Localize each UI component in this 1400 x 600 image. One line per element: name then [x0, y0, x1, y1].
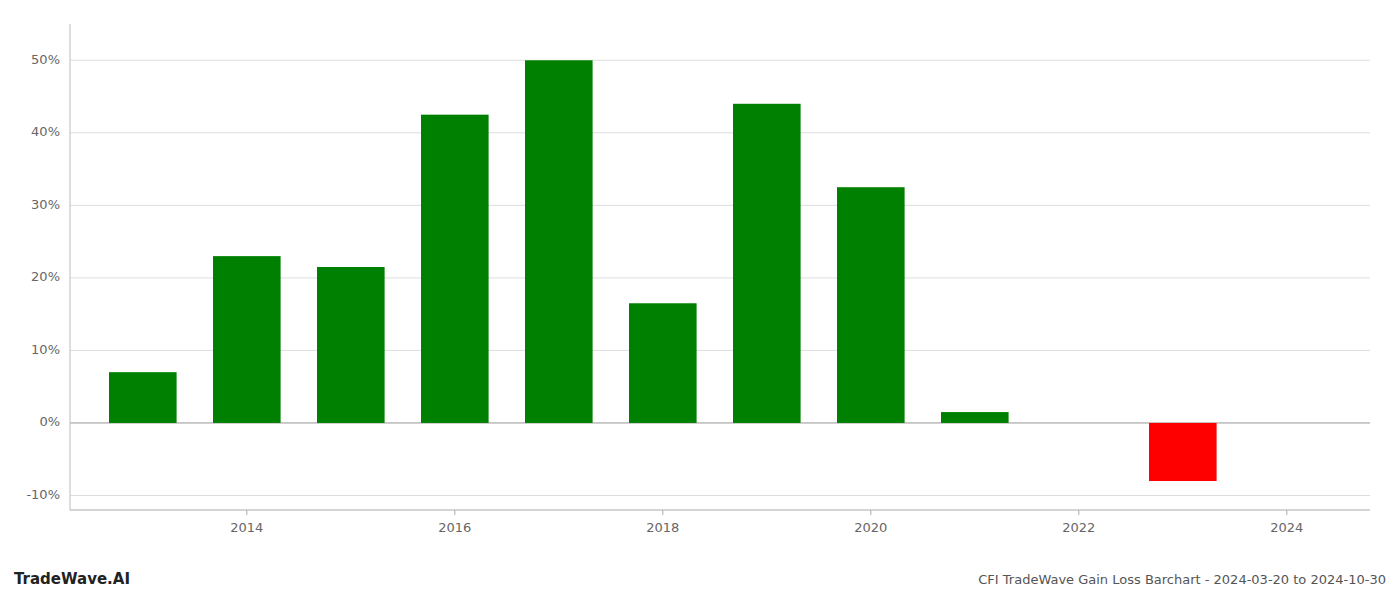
x-tick-label: 2024 — [1270, 520, 1303, 535]
x-tick-label: 2016 — [438, 520, 471, 535]
y-tick-label: 10% — [31, 342, 60, 357]
watermark: TradeWave.AI — [14, 570, 130, 588]
bar — [733, 104, 801, 423]
bar — [1149, 423, 1217, 481]
background — [0, 0, 1400, 600]
grid-line — [70, 205, 1370, 206]
x-axis-line — [70, 510, 1370, 511]
y-grid — [70, 60, 1370, 495]
y-tick-label: 50% — [31, 52, 60, 67]
x-tick-label: 2014 — [230, 520, 263, 535]
bar — [109, 372, 177, 423]
y-tick-label: 20% — [31, 269, 60, 284]
x-tick — [1078, 510, 1079, 515]
grid-line — [70, 495, 1370, 496]
y-tick-label: 0% — [39, 414, 60, 429]
x-ticks: 2014 2016 2018 2020 2022 2024 — [230, 510, 1303, 535]
x-tick-label: 2022 — [1062, 520, 1095, 535]
bar — [525, 60, 593, 423]
y-axis-line — [70, 24, 71, 510]
chart-title: CFI TradeWave Gain Loss Barchart - 2024-… — [978, 572, 1386, 587]
x-tick — [1286, 510, 1287, 515]
chart-svg: -10% 0% 10% 20% 30% 40% 50% 2014 2016 2018 2020 202… — [0, 0, 1400, 600]
grid-line — [70, 60, 1370, 61]
grid-line — [70, 132, 1370, 133]
x-tick — [870, 510, 871, 515]
y-tick-label: 30% — [31, 197, 60, 212]
x-tick — [246, 510, 247, 515]
bar — [317, 267, 385, 423]
x-tick-label: 2018 — [646, 520, 679, 535]
bar — [837, 187, 905, 423]
x-tick — [454, 510, 455, 515]
bar — [629, 303, 697, 423]
x-tick-label: 2020 — [854, 520, 887, 535]
bar — [213, 256, 281, 423]
chart-container: -10% 0% 10% 20% 30% 40% 50% 2014 2016 2018 2020 202… — [0, 0, 1400, 600]
x-tick — [662, 510, 663, 515]
y-tick-label: -10% — [26, 487, 60, 502]
y-tick-labels: -10% 0% 10% 20% 30% 40% 50% — [26, 52, 60, 502]
bars — [109, 60, 1217, 481]
bar — [941, 412, 1009, 423]
bar — [421, 115, 489, 423]
y-tick-label: 40% — [31, 124, 60, 139]
